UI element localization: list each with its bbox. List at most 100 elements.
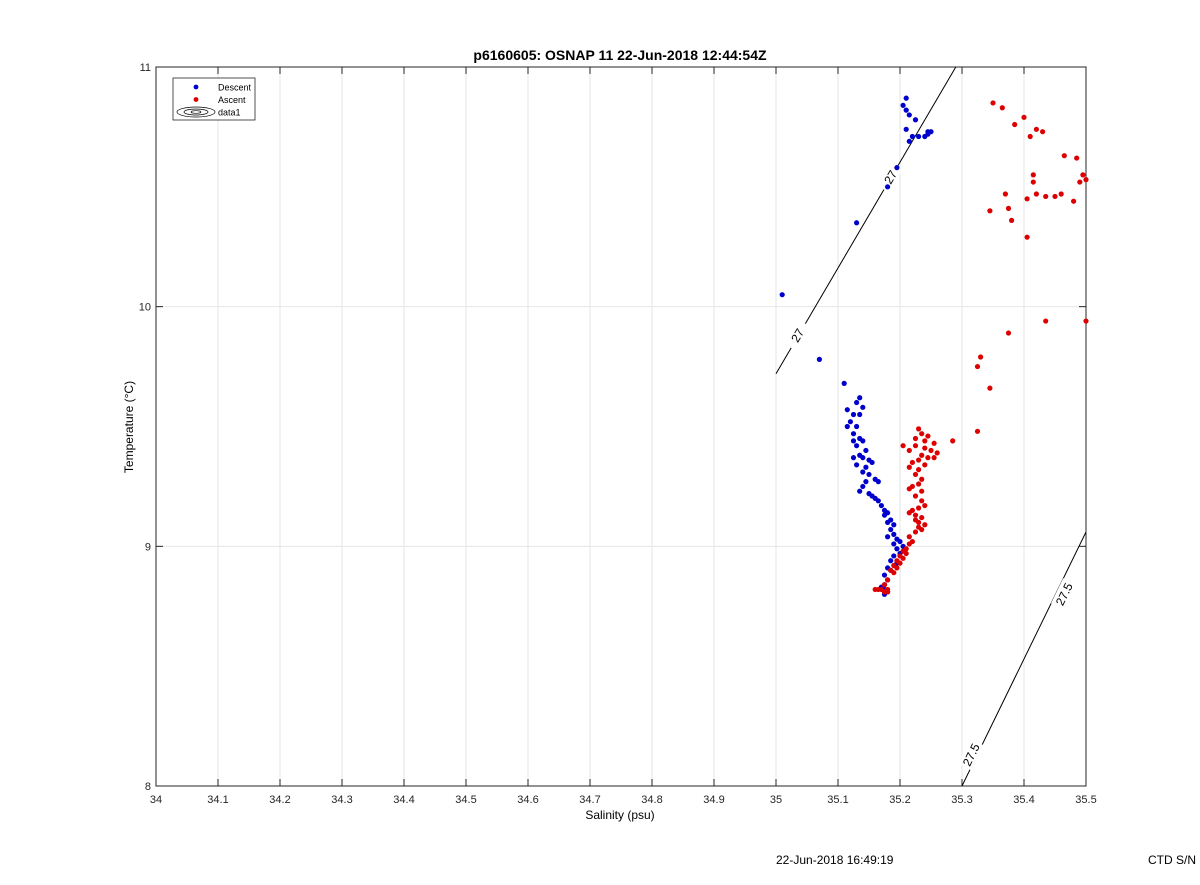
ascent-point: [931, 455, 937, 461]
descent-point: [844, 423, 850, 430]
ascent-point: [1033, 126, 1039, 132]
ascent-point: [931, 440, 937, 446]
ascent-point: [925, 433, 931, 439]
ascent-point: [919, 488, 925, 494]
descent-point: [863, 479, 869, 485]
x-tick-label: 34.4: [393, 794, 414, 806]
legend-marker: [193, 84, 199, 90]
ascent-point: [919, 431, 925, 437]
ascent-point: [928, 447, 934, 454]
ascent-point: [906, 510, 912, 516]
ascent-point: [906, 447, 912, 454]
descent-point: [860, 483, 866, 490]
ascent-point: [922, 438, 928, 444]
x-tick-label: 35.4: [1013, 794, 1034, 806]
ascent-point: [1005, 205, 1012, 212]
descent-point: [900, 102, 906, 108]
descent-point: [881, 572, 888, 578]
descent-point: [903, 126, 909, 132]
legend-box: [172, 77, 256, 121]
descent-point: [875, 498, 881, 504]
ascent-point: [885, 577, 891, 583]
ascent-point: [916, 426, 922, 432]
ascent-point: [1040, 129, 1046, 135]
ascent-point: [922, 502, 928, 509]
legend-entry-label: Descent: [218, 83, 252, 93]
ascent-point: [922, 522, 928, 528]
ascent-point: [909, 459, 916, 466]
ascent-point: [922, 445, 928, 451]
ascent-point: [903, 550, 909, 557]
descent-point: [863, 447, 869, 454]
x-tick-label: 34.3: [331, 794, 352, 806]
descent-point: [844, 407, 850, 413]
ascent-point: [912, 512, 919, 518]
ascent-point: [916, 505, 922, 511]
descent-point: [878, 502, 885, 509]
ascent-point: [900, 555, 906, 561]
ascent-point: [1058, 191, 1064, 197]
isopycnal-label: 27: [881, 168, 900, 187]
ascent-point: [1061, 153, 1067, 159]
isopycnal-label-bg: [957, 738, 983, 771]
descent-point: [854, 423, 860, 430]
descent-point: [894, 546, 900, 552]
descent-point: [894, 165, 900, 171]
ascent-point: [1074, 155, 1080, 161]
y-tick-label: 10: [139, 302, 151, 314]
legend-contour-marker-inner: [183, 108, 209, 116]
descent-point: [860, 455, 866, 461]
ascent-point: [922, 462, 928, 468]
descent-point: [854, 220, 860, 226]
ascent-point: [1027, 133, 1033, 140]
ascent-point: [1043, 193, 1049, 200]
ascent-point: [885, 589, 891, 595]
ascent-point: [990, 100, 996, 106]
descent-point: [885, 184, 891, 190]
legend-contour-marker-core: [190, 110, 202, 114]
descent-point: [881, 512, 888, 518]
descent-point: [909, 133, 916, 140]
ascent-point: [950, 438, 956, 444]
descent-point: [885, 519, 891, 525]
ascent-point: [906, 486, 912, 492]
ascent-point: [974, 428, 981, 434]
ascent-point: [919, 514, 925, 521]
ascent-point: [897, 560, 903, 566]
ascent-point: [891, 570, 897, 576]
x-tick-label: 34.2: [269, 794, 290, 806]
x-tick-label: 35.2: [889, 794, 910, 806]
isopycnal-label-bg: [783, 319, 810, 351]
ascent-point: [1024, 196, 1030, 202]
ascent-point: [987, 385, 993, 391]
ascent-point: [900, 443, 906, 449]
ascent-point: [1033, 191, 1039, 197]
descent-point: [854, 443, 860, 449]
ascent-point: [906, 464, 912, 470]
descent-point: [891, 553, 897, 559]
descent-point: [850, 455, 857, 461]
descent-point: [885, 534, 891, 540]
isopycnal-line: [775, 67, 957, 375]
ascent-point: [1030, 172, 1036, 178]
ascent-point: [1080, 172, 1086, 178]
descent-point: [875, 479, 881, 485]
isopycnal-line: [961, 531, 1086, 786]
descent-point: [863, 464, 869, 470]
descent-point: [916, 133, 922, 140]
descent-point: [847, 419, 854, 425]
ascent-point: [1030, 179, 1036, 185]
x-tick-label: 35.5: [1075, 794, 1096, 806]
descent-point: [925, 129, 931, 135]
y-axis-label: Temperature (°C): [122, 381, 136, 473]
ascent-point: [1021, 114, 1027, 120]
x-axis-label: Salinity (psu): [585, 808, 654, 822]
descent-point: [850, 411, 857, 418]
descent-point: [912, 117, 919, 123]
ascent-point: [919, 526, 925, 533]
x-tick-label: 34.6: [517, 794, 538, 806]
chart-title: p6160605: OSNAP 11 22-Jun-2018 12:44:54Z: [473, 47, 767, 63]
ascent-point: [906, 534, 912, 540]
descent-point: [903, 95, 909, 101]
footer-serial-label: CTD S/N: [1148, 853, 1196, 867]
